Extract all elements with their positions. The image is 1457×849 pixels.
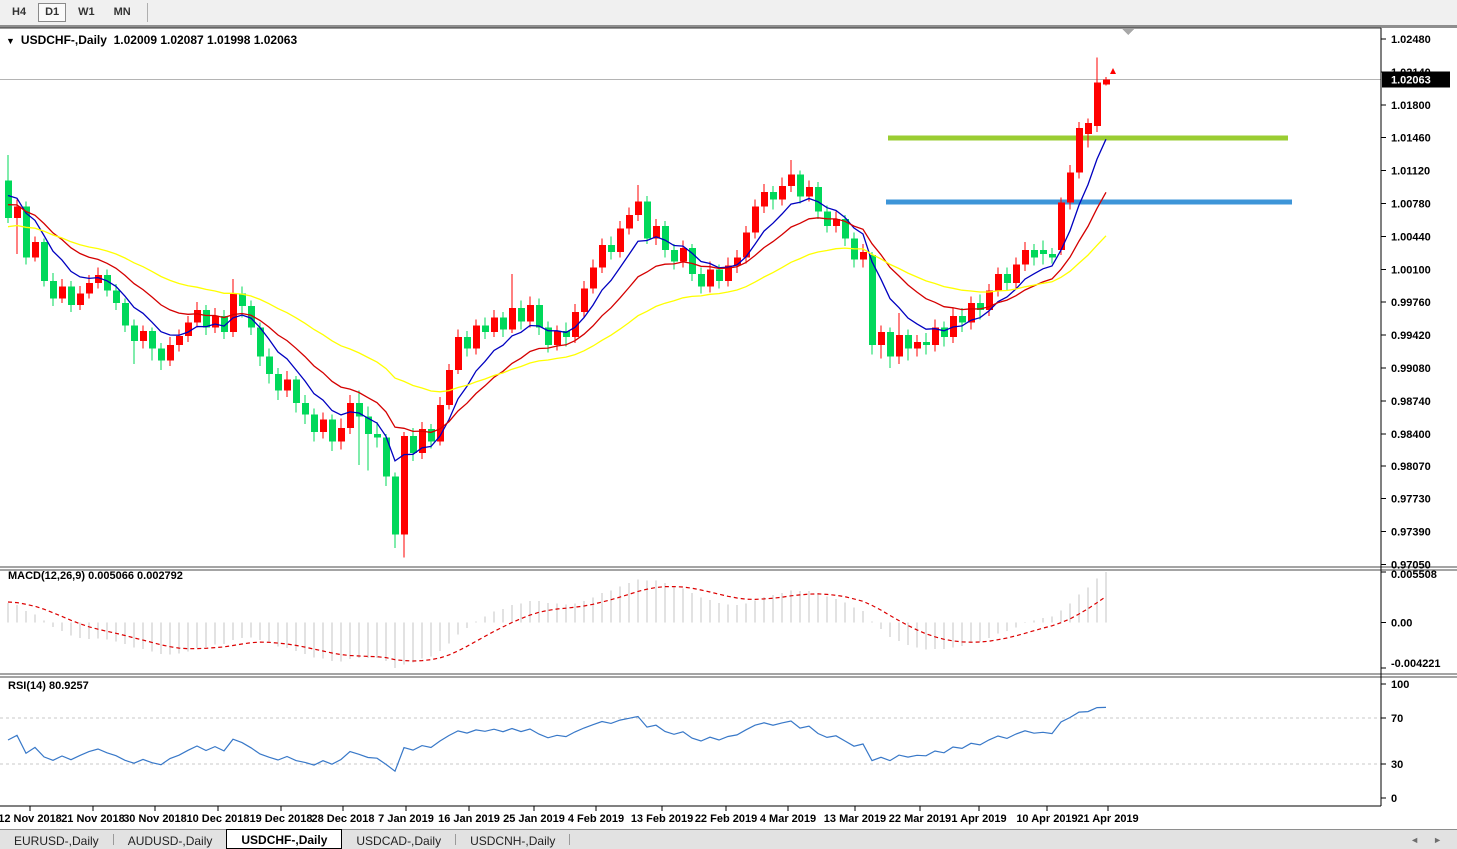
svg-text:100: 100 <box>1391 679 1409 691</box>
chart-shift-marker-icon <box>1122 29 1134 35</box>
svg-text:1.00780: 1.00780 <box>1391 199 1431 211</box>
svg-text:-0.004221: -0.004221 <box>1391 658 1441 670</box>
svg-text:1.01460: 1.01460 <box>1391 133 1431 145</box>
ma-mid <box>7 191 1107 434</box>
timeframe-button-d1[interactable]: D1 <box>38 3 67 22</box>
svg-text:0.99080: 0.99080 <box>1391 363 1431 375</box>
svg-text:13 Mar 2019: 13 Mar 2019 <box>824 813 886 825</box>
svg-text:22 Mar 2019: 22 Mar 2019 <box>889 813 951 825</box>
panel-borders <box>0 27 1457 807</box>
svg-text:12 Nov 2018: 12 Nov 2018 <box>0 813 62 825</box>
macd-signal-line <box>7 586 1107 662</box>
svg-text:0.98740: 0.98740 <box>1391 396 1431 408</box>
tab-usdcad[interactable]: USDCAD-,Daily <box>356 833 442 848</box>
rsi-level-lines <box>0 717 1381 765</box>
toolbar-divider <box>0 25 1457 28</box>
tab-divider <box>569 834 571 845</box>
svg-text:0.97390: 0.97390 <box>1391 527 1431 539</box>
svg-text:0.99760: 0.99760 <box>1391 297 1431 309</box>
svg-text:1.02063: 1.02063 <box>1391 74 1431 86</box>
svg-text:0.98400: 0.98400 <box>1391 429 1431 441</box>
timeframe-button-w1[interactable]: W1 <box>71 3 102 22</box>
svg-text:21 Apr 2019: 21 Apr 2019 <box>1077 813 1138 825</box>
svg-text:16 Jan 2019: 16 Jan 2019 <box>438 813 500 825</box>
rsi-line <box>7 706 1107 773</box>
price-change-arrow-icon <box>1110 67 1116 74</box>
svg-text:4 Mar 2019: 4 Mar 2019 <box>760 813 816 825</box>
timeframe-button-h4[interactable]: H4 <box>5 3 33 22</box>
svg-text:19 Dec 2018: 19 Dec 2018 <box>250 813 313 825</box>
price-axis[interactable]: 1.024801.021401.018001.014601.011201.007… <box>1381 34 1450 571</box>
svg-text:10 Dec 2018: 10 Dec 2018 <box>187 813 250 825</box>
svg-text:0.00: 0.00 <box>1391 617 1412 629</box>
chart-tabs-bar: EURUSD-,Daily AUDUSD-,Daily USDCHF-,Dail… <box>0 829 1457 849</box>
rsi-axis[interactable]: 100 70 30 0 <box>1381 679 1409 805</box>
svg-text:0: 0 <box>1391 793 1397 805</box>
tab-audusd[interactable]: AUDUSD-,Daily <box>127 833 213 848</box>
svg-text:0.005508: 0.005508 <box>1391 569 1437 581</box>
svg-text:10 Apr 2019: 10 Apr 2019 <box>1016 813 1077 825</box>
tabs-scroll-left-icon[interactable]: ◄ <box>1410 834 1420 845</box>
svg-text:1.00100: 1.00100 <box>1391 264 1431 276</box>
svg-text:21 Nov 2018: 21 Nov 2018 <box>61 813 125 825</box>
svg-text:25 Jan 2019: 25 Jan 2019 <box>503 813 565 825</box>
svg-text:0.99420: 0.99420 <box>1391 330 1431 342</box>
svg-text:1 Apr 2019: 1 Apr 2019 <box>951 813 1006 825</box>
macd-axis[interactable]: 0.005508 0.00 -0.004221 <box>1381 569 1441 670</box>
svg-text:30 Nov 2018: 30 Nov 2018 <box>123 813 187 825</box>
ma-fast <box>7 138 1107 462</box>
svg-text:1.00440: 1.00440 <box>1391 231 1431 243</box>
tabs-scroll-right-icon[interactable]: ► <box>1433 834 1442 845</box>
svg-text:70: 70 <box>1391 713 1403 725</box>
one-click-trading-arrow-icon[interactable]: ▼ <box>6 36 15 46</box>
ma-slow <box>7 224 1107 393</box>
tab-usdchf-active[interactable]: USDCHF-,Daily <box>226 829 343 849</box>
svg-text:4 Feb 2019: 4 Feb 2019 <box>568 813 624 825</box>
timeframe-button-mn[interactable]: MN <box>107 3 138 22</box>
svg-text:7 Jan 2019: 7 Jan 2019 <box>378 813 434 825</box>
tab-usdcnh[interactable]: USDCNH-,Daily <box>470 833 556 848</box>
tab-divider <box>455 834 457 845</box>
svg-text:1.01800: 1.01800 <box>1391 100 1431 112</box>
timeframe-toolbar: H4 D1 W1 MN <box>0 0 1457 25</box>
svg-text:0.97050: 0.97050 <box>1391 559 1431 571</box>
price-chart-svg[interactable]: 1.024801.021401.018001.014601.011201.007… <box>0 25 1457 829</box>
support-line[interactable] <box>886 199 1292 205</box>
chart-area[interactable]: 1.024801.021401.018001.014601.011201.007… <box>0 25 1457 829</box>
svg-text:22 Feb 2019: 22 Feb 2019 <box>695 813 757 825</box>
svg-text:13 Feb 2019: 13 Feb 2019 <box>631 813 693 825</box>
tab-eurusd[interactable]: EURUSD-,Daily <box>14 833 99 848</box>
svg-text:1.02480: 1.02480 <box>1391 34 1431 46</box>
candles <box>5 57 1110 558</box>
tabs-scroll: ◄ ► <box>1403 830 1457 849</box>
svg-text:0.98070: 0.98070 <box>1391 461 1431 473</box>
macd-histogram <box>7 572 1107 668</box>
svg-text:1.01120: 1.01120 <box>1391 166 1430 178</box>
tab-divider <box>112 834 114 845</box>
svg-text:30: 30 <box>1391 759 1403 771</box>
svg-text:0.97730: 0.97730 <box>1391 494 1431 506</box>
svg-text:28 Dec 2018: 28 Dec 2018 <box>312 813 375 825</box>
toolbar-separator <box>146 3 148 22</box>
